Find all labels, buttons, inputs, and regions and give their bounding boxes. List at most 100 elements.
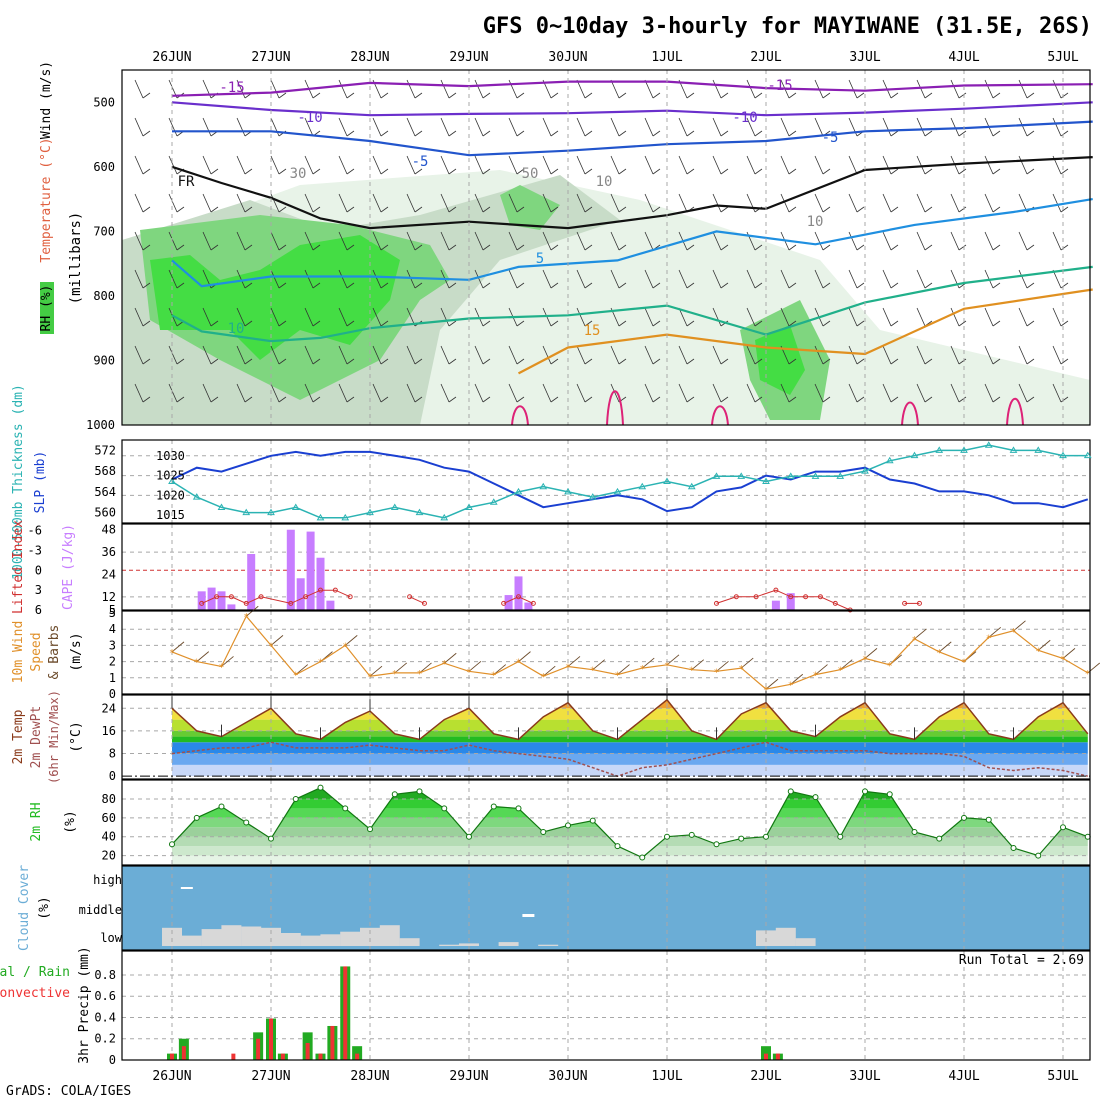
rh-point bbox=[763, 833, 769, 840]
y-tick-label: 0 bbox=[109, 687, 116, 701]
wind-barb bbox=[1060, 130, 1069, 137]
wind-barb bbox=[822, 320, 831, 327]
precip-conv-bar bbox=[330, 1025, 335, 1060]
rh-point bbox=[540, 828, 547, 835]
wind-barb bbox=[448, 130, 457, 137]
wind-barb bbox=[270, 231, 280, 251]
y-axis-label: (millibars) bbox=[68, 212, 84, 305]
wind-barb bbox=[468, 660, 482, 672]
wind-barb bbox=[202, 155, 212, 175]
wind-barb bbox=[278, 358, 287, 365]
wind-barb bbox=[202, 117, 212, 137]
thickness-point bbox=[168, 477, 176, 484]
wind-barb bbox=[270, 307, 280, 327]
wind-barb bbox=[278, 206, 287, 213]
wind-barb bbox=[440, 345, 450, 365]
wind-barb bbox=[516, 320, 525, 327]
contour-line bbox=[606, 390, 624, 426]
wind-barb bbox=[652, 358, 661, 365]
li-point bbox=[303, 594, 309, 600]
wind-barb bbox=[848, 383, 858, 403]
wind-barb bbox=[168, 193, 178, 213]
wind-barb bbox=[686, 92, 695, 99]
wind-barb bbox=[984, 307, 994, 327]
y-axis-label: CAPE (J/kg) bbox=[61, 524, 76, 610]
wind-barb bbox=[644, 155, 654, 175]
wind-barb bbox=[168, 269, 178, 289]
thickness-point bbox=[885, 456, 894, 464]
wind-point: * bbox=[491, 671, 497, 682]
x-tick-label: 2JUL bbox=[750, 1069, 781, 1084]
wind-barb bbox=[142, 206, 151, 213]
wind-point: * bbox=[416, 669, 422, 680]
y-tick-label-right: 1020 bbox=[156, 488, 185, 502]
footer-credit: GrADS: COLA/IGES bbox=[6, 1084, 131, 1099]
wind-barb bbox=[482, 244, 491, 251]
wind-barb bbox=[740, 657, 754, 669]
contour-label: 10 bbox=[596, 174, 613, 190]
wind-barb bbox=[754, 92, 763, 99]
wind-barb bbox=[295, 664, 309, 675]
wind-barb bbox=[346, 282, 355, 289]
panel-frame bbox=[121, 865, 1091, 951]
cape-bar bbox=[227, 604, 236, 610]
rh-point bbox=[961, 814, 967, 821]
rh-band bbox=[172, 855, 1088, 865]
cape-bar bbox=[197, 591, 206, 610]
rh-bands bbox=[172, 787, 1088, 865]
wind-barb bbox=[542, 269, 552, 289]
wind-barb bbox=[992, 396, 1001, 403]
wind-barb bbox=[168, 345, 178, 365]
wind-barb bbox=[1060, 358, 1069, 365]
rh-point bbox=[292, 795, 299, 802]
y-tick-label: 0 bbox=[35, 563, 42, 577]
wind-barb bbox=[176, 358, 185, 365]
wind-barb bbox=[168, 383, 178, 403]
wind-barb bbox=[474, 193, 484, 213]
wind-barb bbox=[202, 383, 212, 403]
wind-barb bbox=[210, 320, 219, 327]
precip-conv-bar bbox=[231, 1053, 236, 1060]
wind-barb bbox=[304, 117, 314, 137]
wind-point: * bbox=[788, 680, 794, 691]
wind-barb bbox=[984, 345, 994, 365]
y-axis-label: 2m DewPt bbox=[29, 706, 44, 769]
cloud-low-bar bbox=[795, 938, 816, 946]
wind-barb bbox=[678, 345, 688, 365]
rh-point bbox=[317, 784, 324, 791]
wind-barb bbox=[814, 155, 824, 175]
thickness-point bbox=[638, 482, 647, 490]
wind-barb bbox=[618, 320, 627, 327]
y-axis-label: RH (%) bbox=[39, 285, 54, 332]
wind-barb bbox=[1018, 231, 1028, 251]
wind-barb bbox=[712, 269, 722, 289]
wind-barb bbox=[448, 244, 457, 251]
wind-barb bbox=[712, 307, 722, 327]
wind-barb bbox=[134, 193, 144, 213]
wind-barb bbox=[508, 79, 518, 99]
wind-barb bbox=[482, 92, 491, 99]
wind-barb bbox=[346, 244, 355, 251]
wind-barb bbox=[848, 193, 858, 213]
wind-barb bbox=[171, 641, 185, 653]
x-tick-label: 28JUN bbox=[350, 50, 389, 65]
wind-barb bbox=[278, 396, 287, 403]
wind-barb bbox=[1060, 168, 1069, 175]
rh2m-panel: 80 60 40 20 2m RH (%) bbox=[29, 779, 1091, 866]
thickness-point bbox=[1059, 451, 1067, 459]
wind-barb bbox=[780, 117, 790, 137]
panel-frame bbox=[121, 950, 1091, 1061]
wind-barb bbox=[508, 117, 518, 137]
wind-barb bbox=[550, 206, 559, 213]
wind-barb bbox=[686, 244, 695, 251]
wind-barb bbox=[984, 231, 994, 251]
wind-barb bbox=[176, 244, 185, 251]
wind-barb bbox=[822, 92, 831, 99]
wind-barb bbox=[202, 307, 212, 327]
wind-barb bbox=[576, 79, 586, 99]
contour-label: 15 bbox=[584, 323, 601, 339]
wind-barb bbox=[652, 92, 661, 99]
wind-point: * bbox=[738, 664, 744, 675]
y-tick-label: 5 bbox=[109, 606, 116, 620]
wind-barb bbox=[236, 231, 246, 251]
